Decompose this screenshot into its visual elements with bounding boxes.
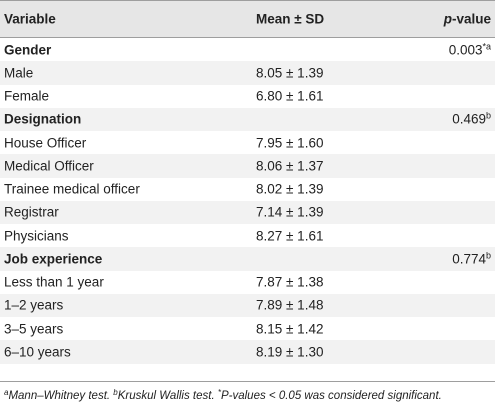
group-label: Designation xyxy=(4,111,82,127)
footnote-b-mark: b xyxy=(113,388,118,397)
row-label: 1–2 years xyxy=(4,297,64,313)
table-body: Gender 0.003*a Male 8.05 ± 1.39 Female 6.80 ±… xyxy=(0,38,495,364)
header-variable: Variable xyxy=(4,11,56,27)
footnote-a-mark: a xyxy=(4,388,9,397)
table-group-row: Job experience 0.774b xyxy=(0,247,495,271)
row-label: Trainee medical officer xyxy=(4,181,140,197)
footnote-star-mark: * xyxy=(217,388,221,397)
table-row: Registrar 7.14 ± 1.39 xyxy=(0,200,495,224)
row-label: Physicians xyxy=(4,228,69,244)
footnote-b-text: Kruskul Wallis test. xyxy=(117,390,218,402)
table-row: 1–2 years 7.89 ± 1.48 xyxy=(0,293,495,317)
group-label: Job experience xyxy=(4,251,103,267)
row-label: Less than 1 year xyxy=(4,274,104,290)
mean-sd-cell: 7.14 ± 1.39 xyxy=(256,204,324,220)
table-row: Physicians 8.27 ± 1.61 xyxy=(0,224,495,247)
mean-sd-cell: 7.87 ± 1.38 xyxy=(256,274,324,290)
p-value-cell: 0.469b xyxy=(452,110,491,127)
results-table: Variable Mean ± SD p-value Gender 0.003*a… xyxy=(0,0,495,364)
row-label: 3–5 years xyxy=(4,321,64,337)
row-label: Registrar xyxy=(4,204,59,220)
row-label: Female xyxy=(4,88,50,104)
p-value-cell: 0.774b xyxy=(452,250,491,267)
footnote-star-text: P-values < 0.05 was considered significa… xyxy=(220,390,442,402)
p-value-superscript: b xyxy=(485,110,491,121)
mean-sd-cell: 8.02 ± 1.39 xyxy=(256,181,324,197)
p-value-number: 0.469 xyxy=(452,111,486,127)
p-value-number: 0.003 xyxy=(448,42,483,58)
header-p-italic: p xyxy=(443,11,452,27)
p-value-superscript: *a xyxy=(482,41,491,52)
mean-sd-cell: 8.15 ± 1.42 xyxy=(256,321,324,337)
row-label: 6–10 years xyxy=(4,344,71,360)
mean-sd-cell: 8.05 ± 1.39 xyxy=(256,65,324,81)
header-p-value: p-value xyxy=(444,12,491,27)
mean-sd-cell: 7.95 ± 1.60 xyxy=(256,135,324,151)
mean-sd-cell: 8.06 ± 1.37 xyxy=(256,158,324,174)
table-row: Male 8.05 ± 1.39 xyxy=(0,61,495,85)
table-row: Medical Officer 8.06 ± 1.37 xyxy=(0,154,495,178)
mean-sd-cell: 6.80 ± 1.61 xyxy=(256,88,324,104)
row-label: House Officer xyxy=(4,135,87,151)
table-row: Trainee medical officer 8.02 ± 1.39 xyxy=(0,178,495,201)
p-value-number: 0.774 xyxy=(452,251,486,267)
table-row: House Officer 7.95 ± 1.60 xyxy=(0,131,495,154)
table-bottom-rule xyxy=(0,381,495,382)
row-label: Medical Officer xyxy=(4,158,94,174)
table-row: Less than 1 year 7.87 ± 1.38 xyxy=(0,271,495,294)
p-value-superscript: b xyxy=(485,250,491,261)
mean-sd-cell: 7.89 ± 1.48 xyxy=(256,297,324,313)
table-group-row: Designation 0.469b xyxy=(0,107,495,131)
table-row: 3–5 years 8.15 ± 1.42 xyxy=(0,317,495,340)
mean-sd-cell: 8.27 ± 1.61 xyxy=(256,228,324,244)
table-row: 6–10 years 8.19 ± 1.30 xyxy=(0,340,495,364)
header-p-rest: -value xyxy=(451,11,491,27)
row-label: Male xyxy=(4,65,34,81)
table-header: Variable Mean ± SD p-value xyxy=(0,0,495,38)
p-value-cell: 0.003*a xyxy=(448,41,491,58)
footnote-a-text: Mann–Whitney test. xyxy=(8,390,114,402)
header-mean-sd: Mean ± SD xyxy=(256,11,325,27)
group-label: Gender xyxy=(4,42,52,58)
table-group-row: Gender 0.003*a xyxy=(0,38,495,61)
table-footnote: aMann–Whitney test. bKruskul Wallis test… xyxy=(4,388,442,403)
table-row: Female 6.80 ± 1.61 xyxy=(0,85,495,108)
mean-sd-cell: 8.19 ± 1.30 xyxy=(256,344,324,360)
